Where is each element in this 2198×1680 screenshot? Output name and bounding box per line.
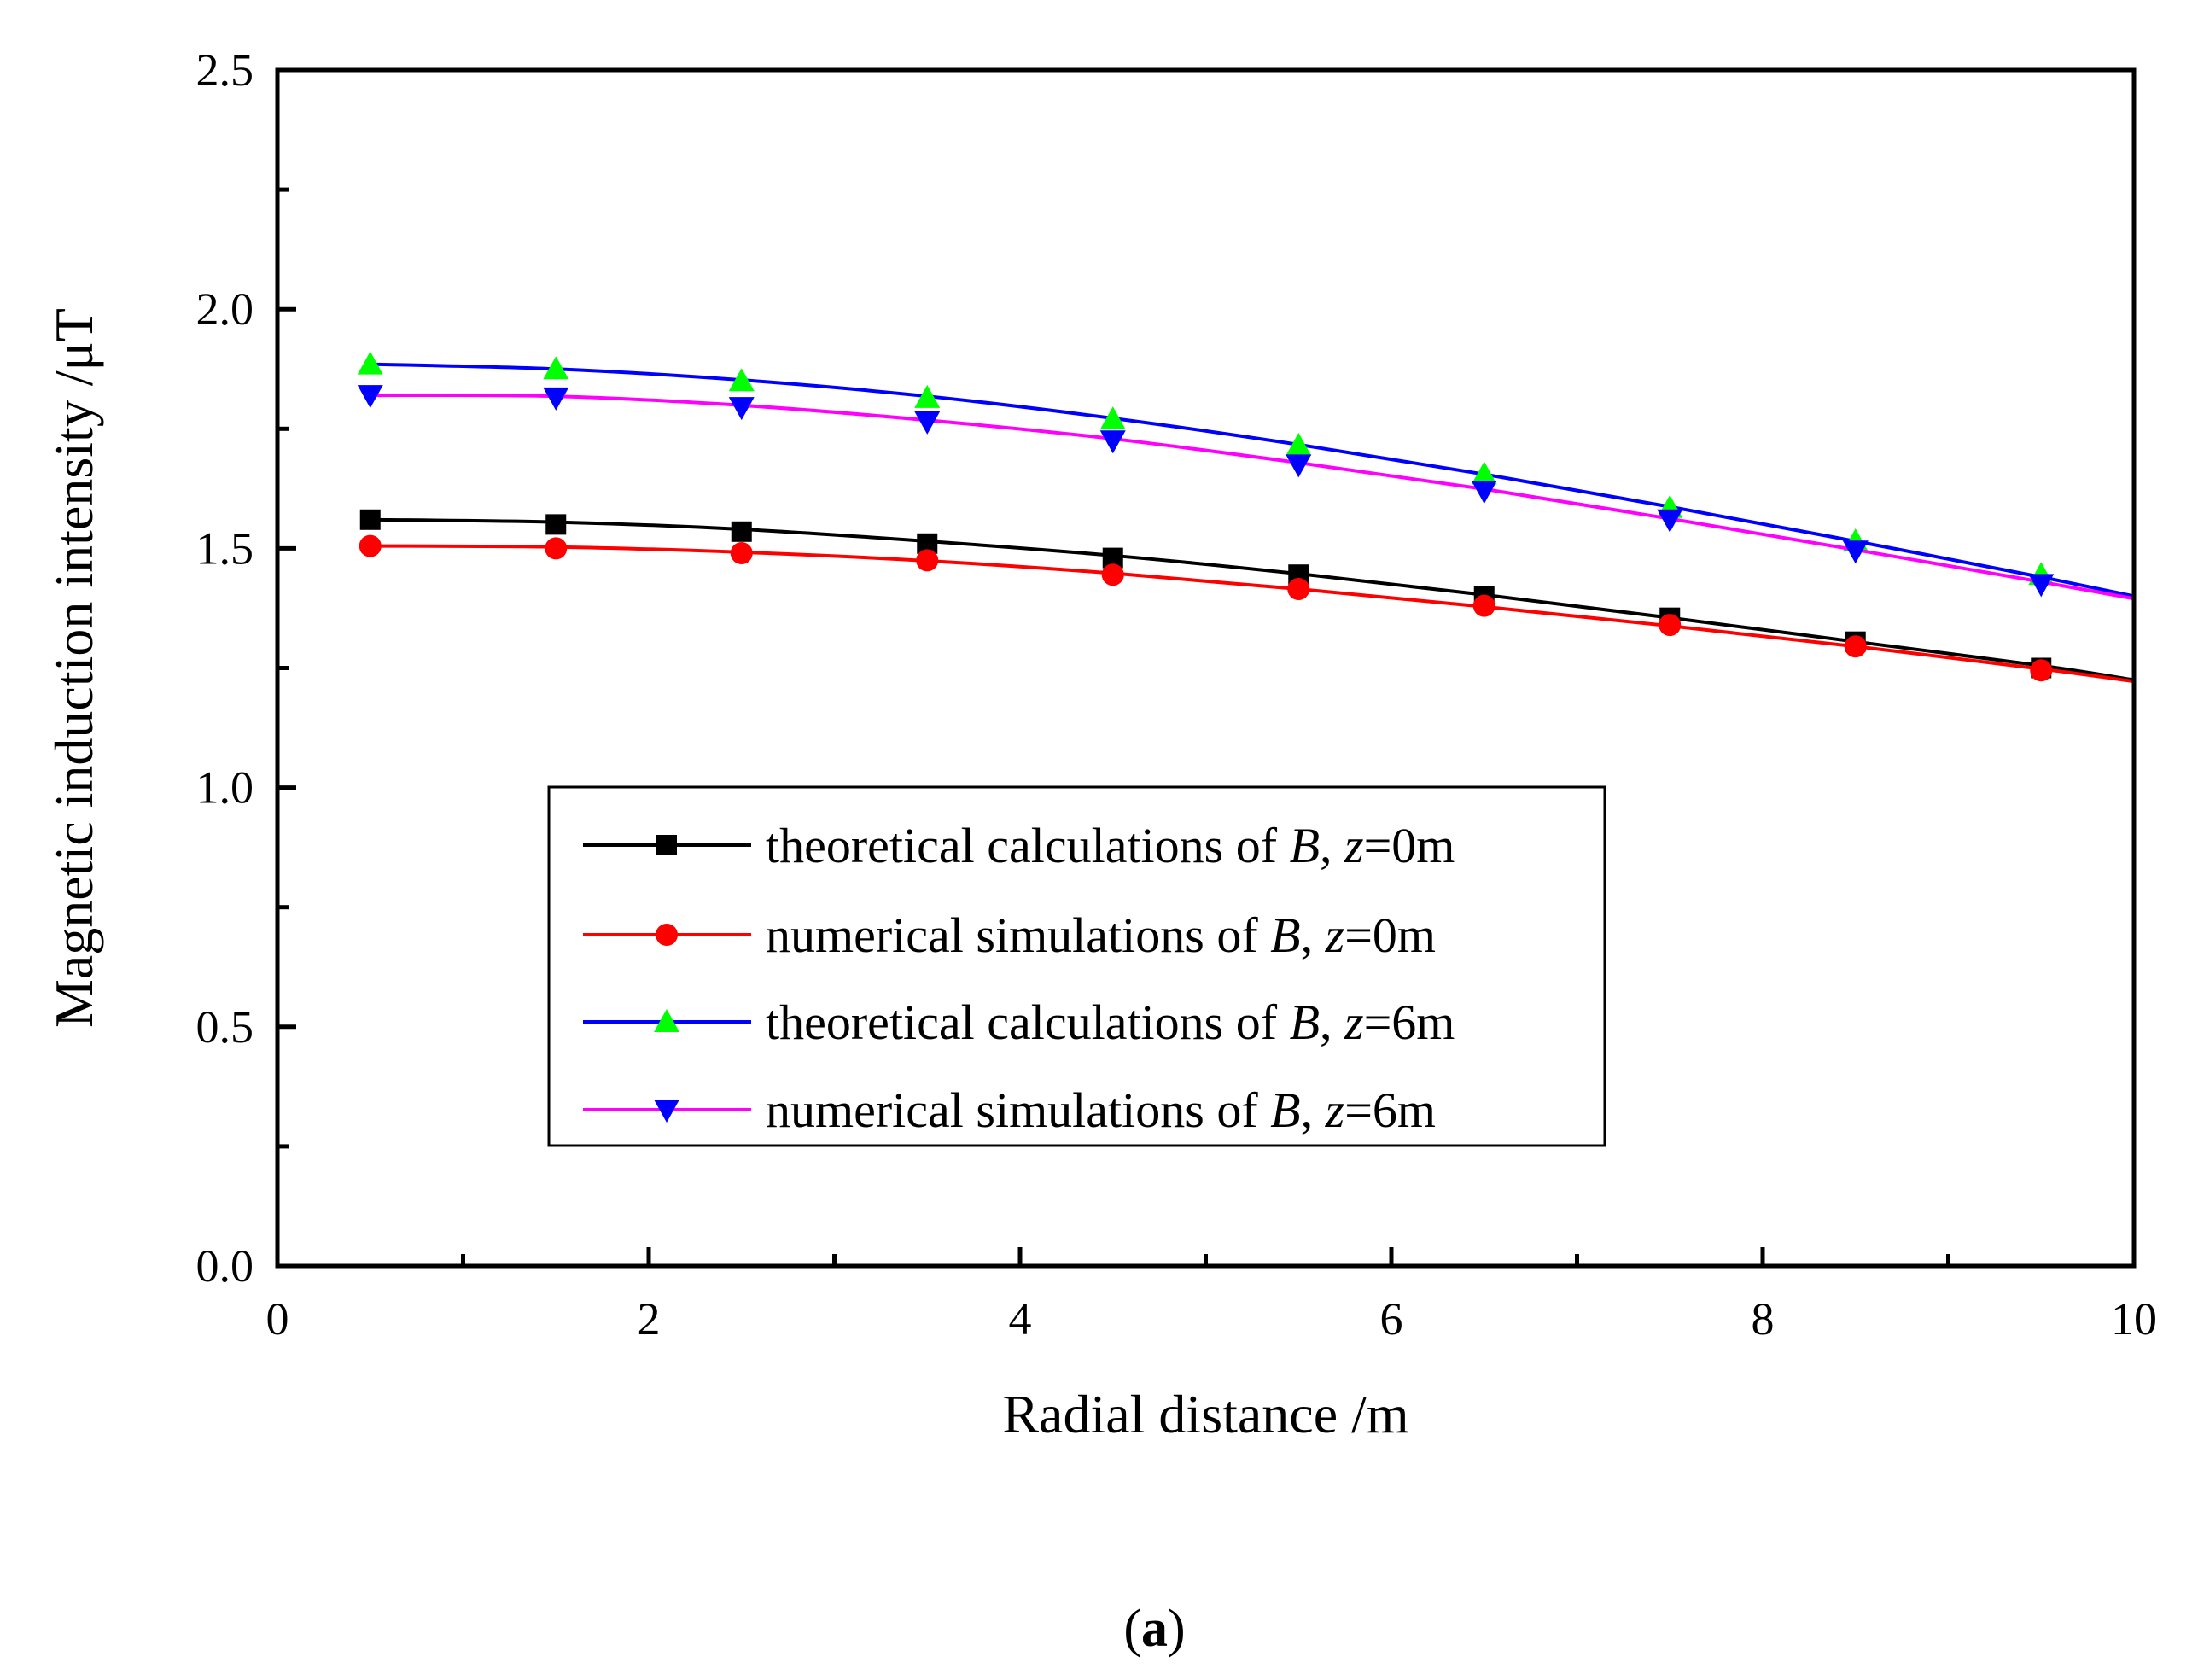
x-tick-label: 10 [2111,1293,2157,1345]
series-2-point [359,534,382,557]
series-4-point [1657,509,1683,533]
series-4-point [543,387,569,411]
series-3-point [1471,461,1497,485]
x-axis-title: Radial distance /m [1002,1384,1408,1444]
series-4-point [357,385,383,409]
series-1-point [545,514,567,535]
series-2-point [730,542,753,565]
caption-letter: a [1141,1600,1168,1658]
series-2-point [1844,635,1867,658]
series-1 [359,509,2135,682]
series-3-point [1286,432,1312,456]
series-2-point [545,537,568,560]
y-tick-label: 2.5 [196,44,254,96]
series-2-point [916,549,939,572]
tick-labels: 0 2 4 6 8 10 0.0 0.5 1.0 1.5 2.0 2.5 [196,44,2158,1345]
series-4-point [1286,454,1312,478]
legend-label: theoretical calculations of B, z=6m [766,995,1455,1050]
series-2-line [370,544,2135,684]
series-4-point [1471,481,1497,505]
figure-caption: (a) [1123,1600,1185,1658]
series-2-point [1472,594,1495,617]
series-layer [357,351,2135,684]
series-2-point [1287,578,1310,601]
series-2-point [2030,659,2053,682]
series-4-point [1099,430,1126,454]
legend-marker [656,924,678,946]
series-3 [357,351,2135,598]
series-2-point [1101,563,1124,586]
legend-marker [654,1100,679,1123]
legend-label: theoretical calculations of B, z=0m [766,818,1455,873]
legend: theoretical calculations of B, z=0m numer… [547,785,1606,1147]
legend-label: numerical simulations of B, z=6m [766,1082,1436,1138]
legend-marker [654,1009,679,1032]
series-4-point [1842,540,1869,564]
series-2-point [1659,614,1682,637]
y-tick-label: 0.0 [196,1240,254,1292]
legend-entry-3: theoretical calculations of B, z=6m [583,995,1455,1050]
y-tick-label: 0.5 [196,1001,254,1053]
series-4-line [370,393,2135,601]
legend-marker [656,835,677,855]
x-tick-label: 6 [1380,1293,1403,1345]
series-1-line [370,517,2135,682]
x-tick-label: 8 [1752,1293,1775,1345]
y-tick-label: 1.5 [196,522,254,574]
series-1-point [731,521,752,542]
caption-open: ( [1123,1600,1141,1658]
series-1-point [359,509,381,530]
y-tick-label: 2.0 [196,283,254,335]
series-3-point [357,351,383,375]
plot-frame [275,67,2137,1269]
series-3-line [370,362,2135,598]
legend-entry-1: theoretical calculations of B, z=0m [583,818,1455,873]
x-tick-label: 0 [266,1293,289,1345]
series-4 [357,385,2135,601]
x-tick-label: 2 [638,1293,661,1345]
series-4-point [2028,574,2055,598]
series-3-point [914,384,941,408]
y-axis-title: Magnetic induction intensity /μT [44,308,104,1028]
series-2 [359,534,2135,684]
legend-entry-4: numerical simulations of B, z=6m [583,1082,1436,1138]
x-tick-label: 4 [1009,1293,1032,1345]
series-3-point [1099,406,1126,430]
series-4-point [914,411,941,435]
series-4-point [728,397,755,421]
series-3-point [543,356,569,380]
legend-entry-2: numerical simulations of B, z=0m [583,907,1436,963]
legend-label: numerical simulations of B, z=0m [766,907,1436,963]
caption-close: ) [1168,1600,1186,1658]
y-tick-label: 1.0 [196,762,254,814]
series-3-point [728,368,755,392]
